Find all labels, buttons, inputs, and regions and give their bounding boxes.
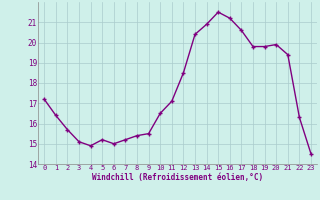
- X-axis label: Windchill (Refroidissement éolien,°C): Windchill (Refroidissement éolien,°C): [92, 173, 263, 182]
